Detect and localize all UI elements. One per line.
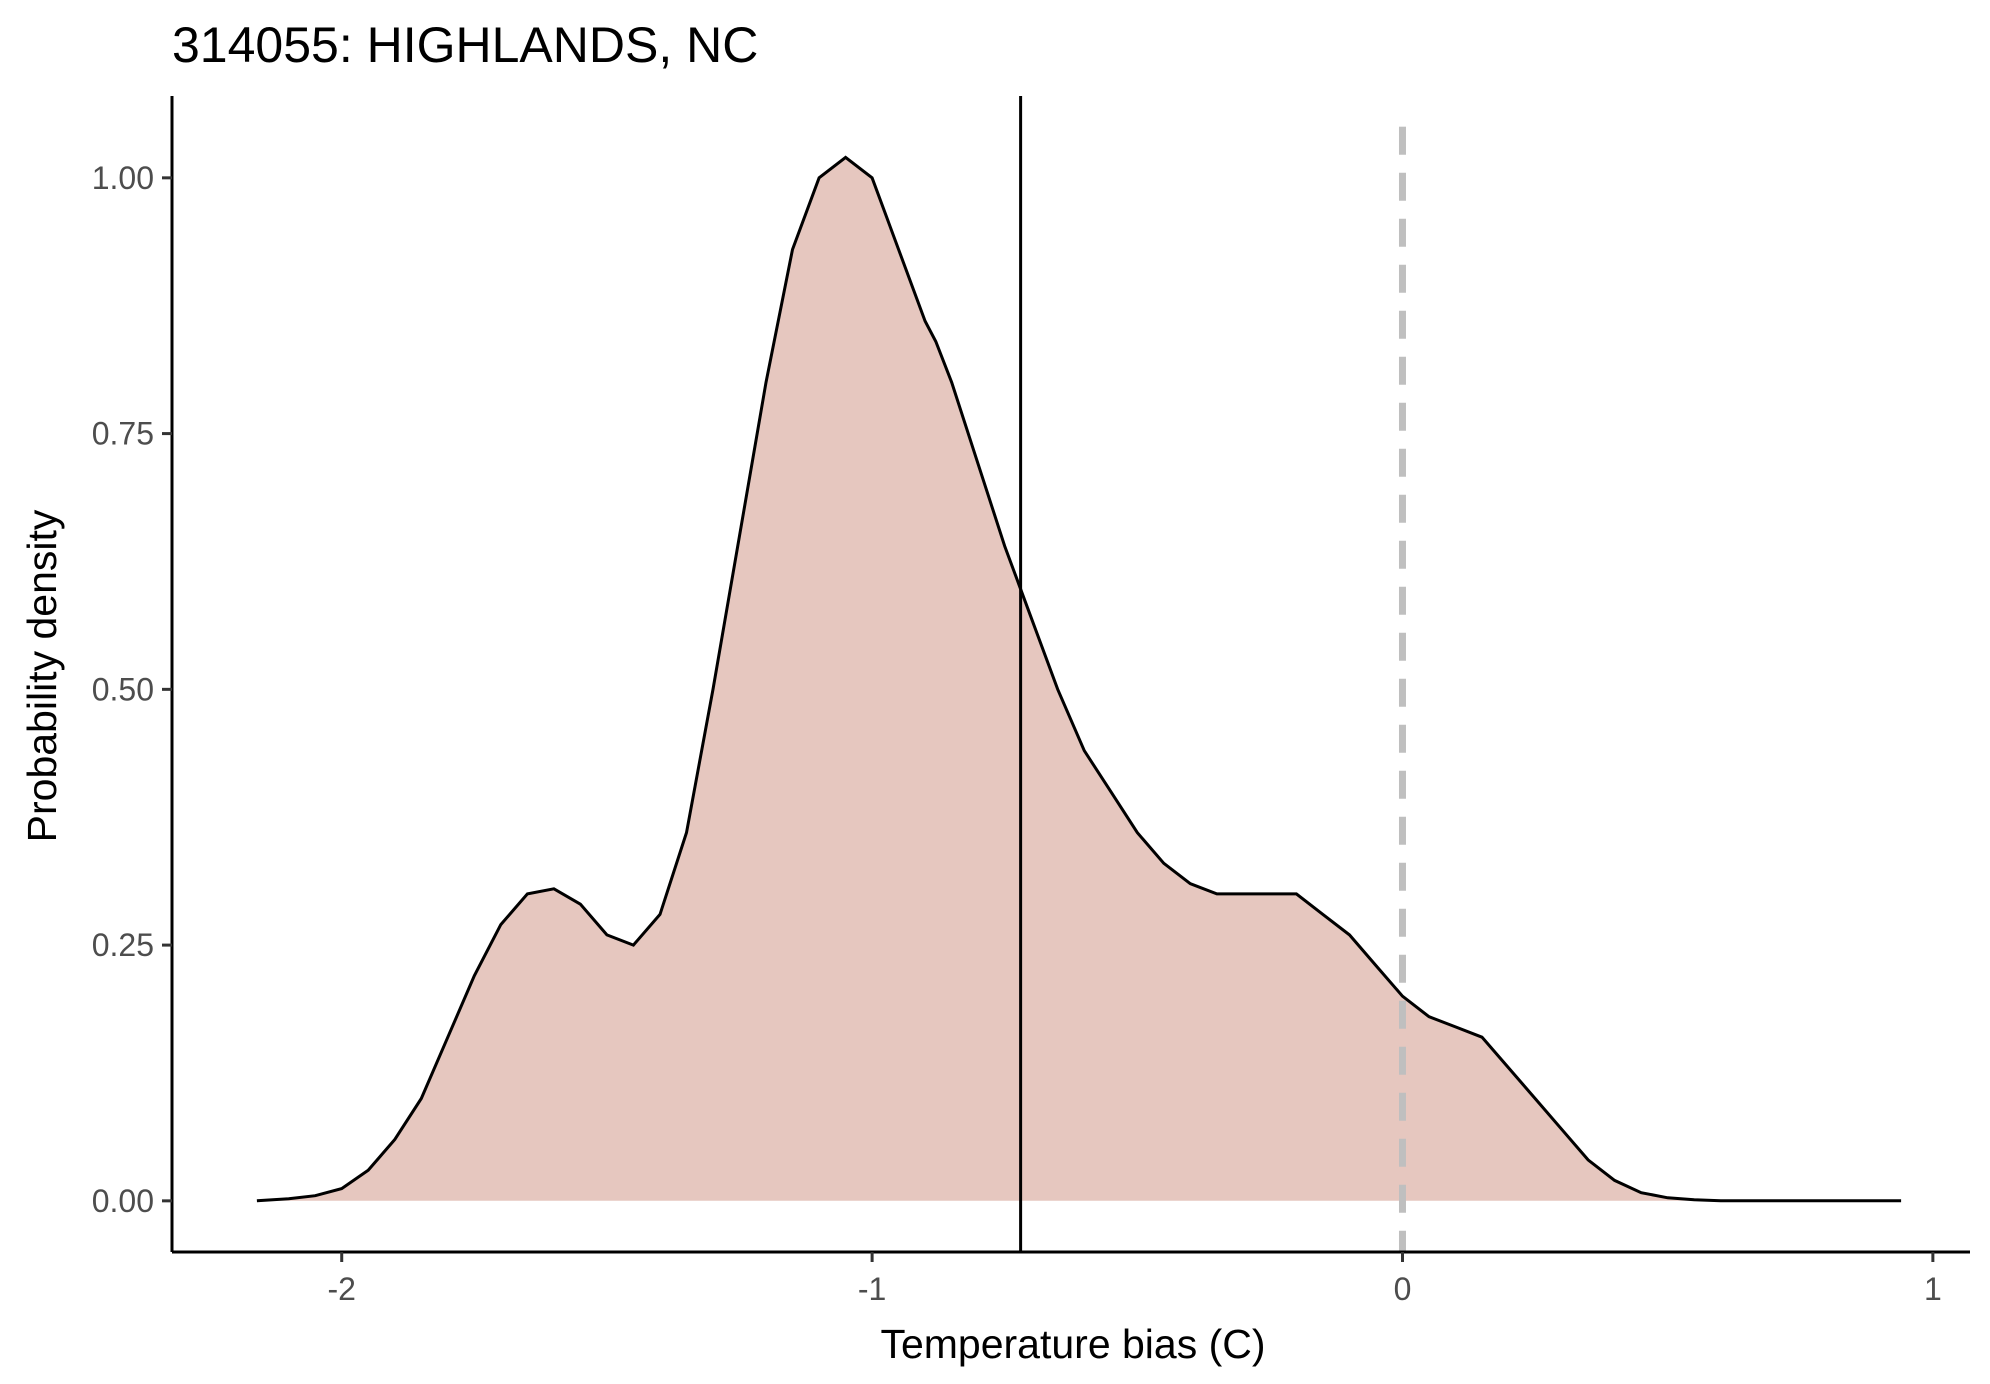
x-tick-label: -2 — [327, 1271, 355, 1307]
plot-area — [256, 96, 1902, 1252]
y-tick-label: 1.00 — [92, 160, 154, 196]
density-curve — [256, 155, 1902, 1203]
x-tick-label: 1 — [1924, 1271, 1942, 1307]
y-axis-ticks: 0.00 0.25 0.50 0.75 1.00 — [92, 160, 172, 1219]
x-axis-title: Temperature bias (C) — [880, 1321, 1265, 1367]
density-area — [256, 157, 1902, 1201]
y-tick-label: 0.50 — [92, 671, 154, 707]
x-axis-ticks: -2 -1 0 1 — [327, 1252, 1942, 1307]
chart-title: 314055: HIGHLANDS, NC — [172, 17, 758, 73]
y-axis-title: Probability density — [19, 509, 65, 842]
y-tick-label: 0.75 — [92, 416, 154, 452]
x-tick-label: -1 — [858, 1271, 886, 1307]
x-tick-label: 0 — [1394, 1271, 1412, 1307]
y-tick-label: 0.25 — [92, 927, 154, 963]
y-tick-label: 0.00 — [92, 1183, 154, 1219]
